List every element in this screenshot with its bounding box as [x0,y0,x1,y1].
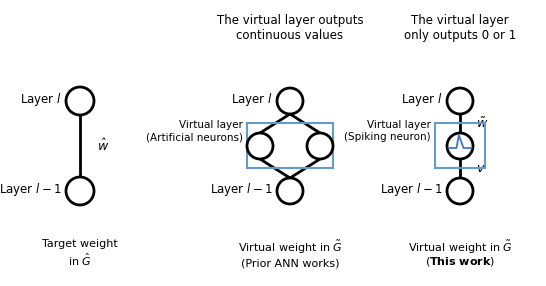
Circle shape [247,133,273,159]
Circle shape [66,177,94,205]
Text: Target weight
in $\hat{G}$: Target weight in $\hat{G}$ [42,239,118,268]
Text: $\tilde{w}$: $\tilde{w}$ [476,116,488,131]
Text: Layer $l$: Layer $l$ [232,90,273,108]
Circle shape [277,88,303,114]
Text: Virtual layer
(Spiking neuron): Virtual layer (Spiking neuron) [345,120,431,142]
Text: Virtual weight in $\tilde{G}$
(Prior ANN works): Virtual weight in $\tilde{G}$ (Prior ANN… [238,239,342,268]
Text: Layer $l-1$: Layer $l-1$ [210,180,273,198]
Text: $v$: $v$ [476,162,485,175]
Bar [435,123,485,168]
Text: The virtual layer
only outputs 0 or 1: The virtual layer only outputs 0 or 1 [404,14,516,42]
Circle shape [307,133,333,159]
Circle shape [447,88,473,114]
Text: Layer $l-1$: Layer $l-1$ [0,180,62,198]
Text: Virtual weight in $\tilde{G}$: Virtual weight in $\tilde{G}$ [407,239,513,256]
Circle shape [447,133,473,159]
Circle shape [447,178,473,204]
Text: Virtual layer
(Artificial neurons): Virtual layer (Artificial neurons) [146,120,243,142]
Text: The virtual layer outputs
continuous values: The virtual layer outputs continuous val… [217,14,363,42]
Text: ($\mathbf{This\ work}$): ($\mathbf{This\ work}$) [425,255,495,268]
Circle shape [277,178,303,204]
Text: Layer $l$: Layer $l$ [20,90,62,108]
Circle shape [66,87,94,115]
Text: $\hat{w}$: $\hat{w}$ [97,138,109,154]
Text: Layer $l-1$: Layer $l-1$ [381,180,443,198]
Text: Layer $l$: Layer $l$ [401,90,443,108]
Bar [247,123,333,168]
